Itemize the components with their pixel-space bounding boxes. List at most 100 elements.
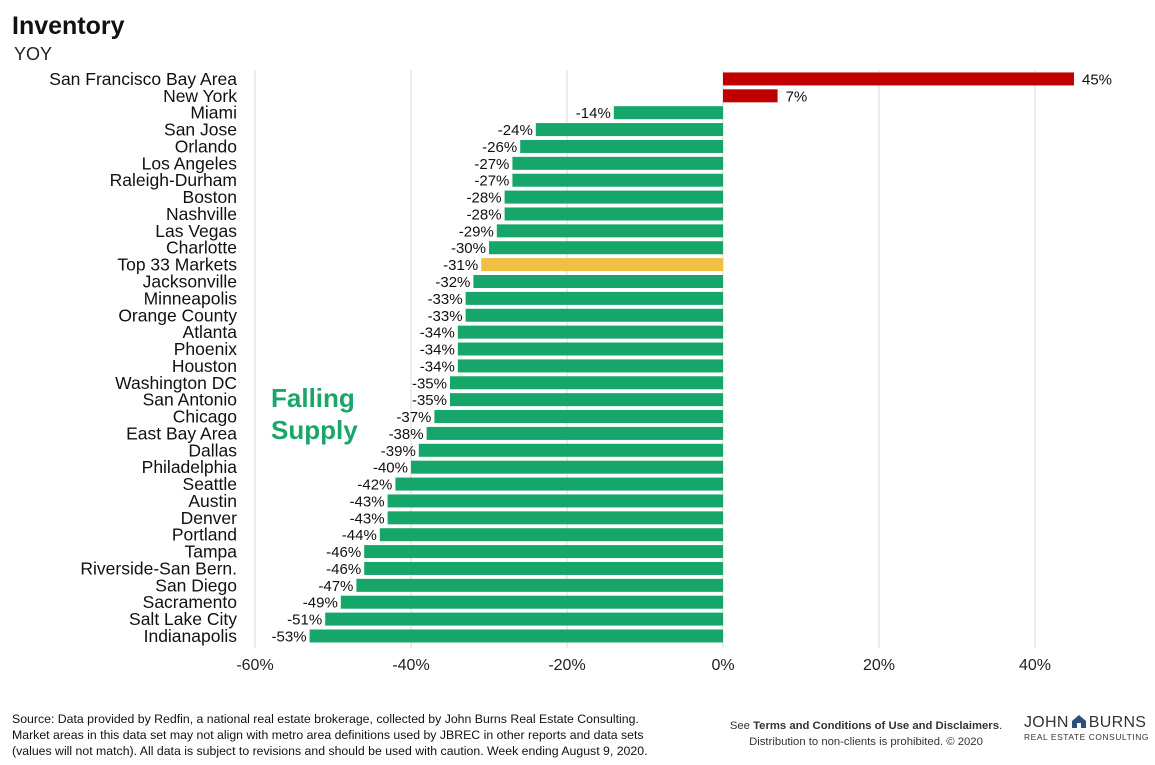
category-label: New York: [163, 86, 237, 106]
bar: [504, 207, 723, 221]
category-label: Seattle: [183, 474, 237, 494]
bar: [613, 106, 723, 120]
bar-chart: -60% -40% -20% 0% 20% 40% San Francisco Bay Ar…: [49, 69, 1112, 674]
category-label: San Antonio: [143, 390, 237, 410]
data-label: 7%: [786, 88, 808, 105]
bar: [457, 325, 723, 339]
category-label: Atlanta: [183, 322, 238, 342]
bar: [434, 410, 723, 424]
x-tick-label: 20%: [863, 657, 895, 674]
data-label: -47%: [318, 578, 353, 595]
category-label: Phoenix: [174, 339, 237, 359]
category-label: Dallas: [188, 440, 237, 460]
category-label: Riverside-San Bern.: [80, 558, 237, 578]
data-label: -53%: [272, 628, 307, 645]
data-label: -27%: [474, 173, 509, 190]
category-label: Top 33 Markets: [117, 255, 237, 275]
x-tick-label: 0%: [711, 657, 734, 674]
data-label: -35%: [412, 392, 447, 409]
category-label: Miami: [190, 103, 237, 123]
data-label: -34%: [420, 325, 455, 342]
source-line-1: Source: Data provided by Redfin, a natio…: [12, 712, 639, 726]
data-label: -24%: [498, 122, 533, 139]
category-label: Boston: [183, 187, 237, 207]
category-label: Indianapolis: [144, 626, 238, 646]
bar: [723, 89, 778, 103]
data-label: -38%: [389, 426, 424, 443]
bar: [723, 72, 1074, 86]
data-label: -44%: [342, 527, 377, 544]
category-label: Denver: [181, 508, 238, 528]
bar: [418, 443, 723, 457]
bar: [411, 460, 723, 474]
bar: [309, 629, 723, 643]
bar: [481, 258, 723, 272]
data-label: -32%: [435, 274, 470, 291]
data-label: -46%: [326, 561, 361, 578]
source-line-2: Market areas in this data set may not al…: [12, 728, 644, 742]
data-label: -39%: [381, 443, 416, 460]
bar: [364, 561, 723, 575]
bar: [465, 291, 723, 305]
data-label: -42%: [357, 477, 392, 494]
category-label: East Bay Area: [126, 423, 237, 443]
data-label: -34%: [420, 342, 455, 359]
category-label: Washington DC: [115, 373, 237, 393]
data-label: -49%: [303, 595, 338, 612]
category-label: San Francisco Bay Area: [49, 69, 237, 89]
data-label: -33%: [428, 291, 463, 308]
x-tick-label: -60%: [236, 657, 273, 674]
category-label: Las Vegas: [155, 221, 237, 241]
category-label: Raleigh-Durham: [110, 170, 237, 190]
bar: [504, 190, 723, 204]
distribution-line: Distribution to non-clients is prohibite…: [749, 736, 983, 748]
category-label: San Jose: [164, 120, 237, 140]
john-burns-logo: JOHN BURNS REAL ESTATE CONSULTING: [1024, 714, 1148, 743]
logo-wordmark: JOHN BURNS: [1024, 714, 1146, 732]
bar: [387, 494, 723, 508]
data-label: -33%: [428, 308, 463, 325]
x-tick-label: 40%: [1019, 657, 1051, 674]
data-label: -28%: [467, 190, 502, 207]
bar: [387, 511, 723, 525]
data-label: -30%: [451, 240, 486, 257]
data-label: -40%: [373, 460, 408, 477]
bar: [426, 426, 723, 440]
category-label: Minneapolis: [144, 288, 238, 308]
category-label: Los Angeles: [142, 153, 238, 173]
category-label: Jacksonville: [143, 272, 237, 292]
falling-supply-annotation: Falling Supply: [271, 382, 358, 446]
terms-link[interactable]: Terms and Conditions of Use and Disclaim…: [753, 720, 999, 732]
data-label: -34%: [420, 358, 455, 375]
category-label: Charlotte: [166, 238, 237, 258]
bar: [535, 123, 723, 137]
category-label: San Diego: [155, 575, 237, 595]
category-label: Philadelphia: [142, 457, 238, 477]
data-label: -51%: [287, 612, 322, 629]
data-label: -29%: [459, 223, 494, 240]
data-label: 45%: [1082, 71, 1112, 88]
bar: [520, 139, 723, 153]
bar: [465, 308, 723, 322]
data-label: -43%: [350, 510, 385, 527]
chart-title: Inventory: [12, 12, 125, 40]
bar: [450, 393, 723, 407]
data-label: -14%: [576, 105, 611, 122]
source-line-3: (values will not match). All data is sub…: [12, 744, 648, 758]
data-label: -35%: [412, 375, 447, 392]
annotation-line-1: Falling: [271, 383, 355, 413]
bar: [356, 578, 723, 592]
category-label: Chicago: [173, 407, 237, 427]
category-label: Orlando: [175, 136, 237, 156]
data-label: -43%: [350, 493, 385, 510]
data-label: -31%: [443, 257, 478, 274]
data-label: -37%: [396, 409, 431, 426]
x-tick-label: -40%: [392, 657, 429, 674]
category-label: Sacramento: [143, 592, 237, 612]
bar: [325, 612, 723, 626]
data-label: -28%: [467, 206, 502, 223]
bar: [457, 342, 723, 356]
category-label: Salt Lake City: [129, 609, 237, 629]
bar: [512, 173, 723, 187]
category-label: Houston: [172, 356, 237, 376]
